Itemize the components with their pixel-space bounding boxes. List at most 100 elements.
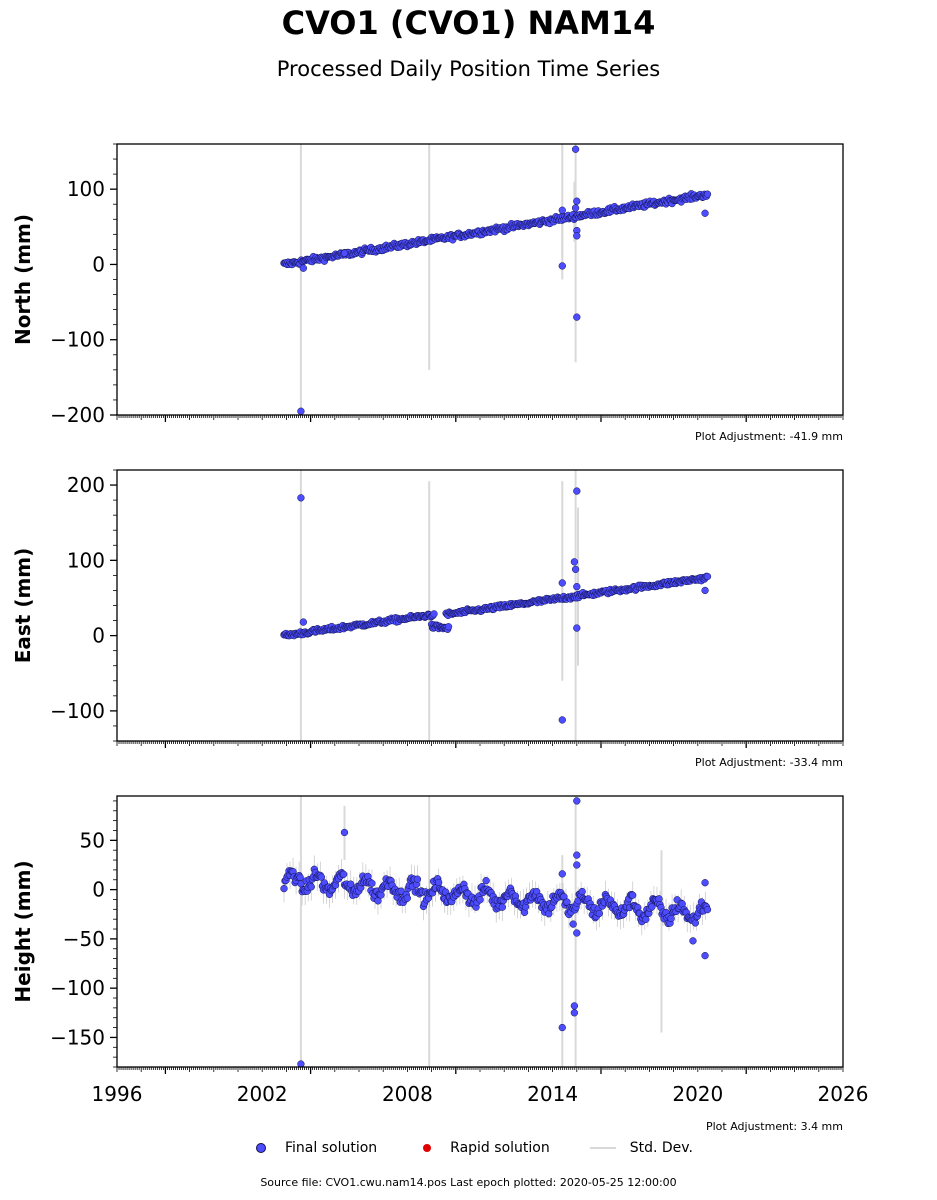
outlier-point: [297, 407, 305, 415]
y-tick-label: 200: [67, 473, 105, 497]
data-point: [476, 896, 484, 904]
outlier-point: [558, 206, 566, 214]
y-tick-label: −200: [50, 403, 105, 427]
x-ticks: [116, 415, 844, 422]
outlier-point: [571, 565, 580, 574]
data-point: [498, 903, 506, 911]
y-tick-label: −100: [50, 328, 105, 352]
outlier-point: [340, 249, 349, 257]
outlier-point: [573, 861, 581, 869]
y-axis-label: East (mm): [11, 548, 35, 664]
x-tick-label: 2014: [527, 1082, 578, 1106]
legend-std-label: Std. Dev.: [629, 1140, 693, 1156]
chart-subtitle: Processed Daily Position Time Series: [276, 57, 661, 81]
outlier-point: [573, 797, 581, 805]
legend-final-label: Final solution: [285, 1140, 378, 1156]
outlier-point: [573, 624, 581, 632]
outlier-point: [569, 920, 577, 928]
y-axis-label: North (mm): [11, 214, 35, 345]
y-tick-label: −150: [50, 1025, 105, 1049]
data-point: [317, 873, 326, 881]
legend-rapid-label: Rapid solution: [450, 1140, 550, 1156]
y-tick-label: −100: [50, 699, 105, 723]
outlier-point: [573, 197, 581, 205]
panel-height: 1996 2002 2008 2014 2020 2026 −150 −100 −50 0 50 He…: [11, 795, 869, 1133]
outlier-point: [299, 264, 307, 272]
outlier-point: [573, 929, 581, 937]
outlier-point: [340, 828, 349, 837]
std-dev-line-icon: [589, 1147, 616, 1149]
axes-frame: [116, 795, 844, 1068]
outlier-point: [570, 558, 579, 566]
source-footer: Source file: CVO1.cwu.nam14.pos Last epo…: [260, 1176, 677, 1189]
data-point: [691, 919, 700, 927]
outlier-point: [689, 937, 697, 945]
data-point: [403, 894, 411, 902]
data-point: [307, 883, 315, 891]
data-point: [667, 914, 675, 923]
y-axis-label: Height (mm): [11, 860, 35, 1002]
data-point: [648, 903, 656, 911]
outlier-point: [297, 494, 305, 502]
data-point: [629, 891, 637, 899]
y-tick-label: −50: [63, 927, 105, 951]
outlier-point: [573, 313, 581, 321]
plot-adjustment-note: Plot Adjustment: 3.4 mm: [706, 1120, 843, 1133]
outlier-point: [701, 951, 709, 960]
axes-frame: [116, 469, 844, 742]
data-point: [482, 877, 490, 885]
outlier-point: [297, 1060, 305, 1067]
x-ticks: [116, 741, 844, 748]
axes-frame: [116, 143, 844, 416]
y-tick-label: 0: [92, 878, 105, 902]
legend-std: Std. Dev.: [589, 1140, 693, 1156]
outlier-point: [573, 232, 581, 240]
outlier-point: [701, 209, 709, 217]
plot-adjustment-note: Plot Adjustment: -33.4 mm: [695, 756, 843, 769]
x-tick-label: 2026: [818, 1082, 869, 1106]
y-tick-label: 100: [67, 548, 105, 572]
panel-east: −100 0 100 200 East (mm) Plot Adjustment: -33…: [11, 469, 844, 769]
data-point: [368, 879, 376, 887]
data-point: [413, 875, 422, 883]
legend-final: Final solution: [250, 1140, 377, 1156]
data-point: [444, 623, 453, 631]
outlier-point: [558, 870, 566, 878]
legend: Final solution Rapid solution Std. Dev.: [250, 1138, 693, 1158]
legend-rapid: Rapid solution: [417, 1140, 550, 1156]
final-solution-marker-icon: [256, 1143, 266, 1153]
outlier-point: [558, 716, 566, 724]
y-tick-label: 0: [92, 624, 105, 648]
outlier-point: [299, 618, 307, 626]
data-point: [377, 891, 385, 899]
outlier-point: [573, 583, 581, 591]
outlier-point: [558, 262, 566, 270]
outlier-point: [570, 1002, 579, 1010]
outlier-point: [701, 586, 709, 595]
data-point: [397, 887, 405, 895]
data-point: [578, 887, 586, 896]
data-point: [339, 870, 348, 878]
x-tick-label: 2002: [237, 1082, 288, 1106]
plot-area: [280, 470, 712, 741]
x-ticks: [116, 1067, 844, 1074]
data-point: [703, 190, 712, 198]
y-tick-label: 50: [80, 828, 105, 852]
data-point: [280, 884, 288, 893]
rapid-solution-marker-icon: [423, 1144, 432, 1152]
plot-area: [280, 796, 712, 1067]
x-tick-label: 1996: [92, 1082, 143, 1106]
data-point: [703, 905, 712, 914]
outlier-point: [571, 145, 580, 153]
outlier-point: [570, 1009, 579, 1017]
plot-area: [280, 144, 712, 415]
chart-title: CVO1 (CVO1) NAM14: [281, 4, 656, 42]
x-tick-label: 2020: [672, 1082, 723, 1106]
y-tick-label: −100: [50, 976, 105, 1000]
outlier-point: [571, 204, 580, 212]
outlier-point: [573, 851, 581, 859]
data-point: [563, 898, 571, 906]
data-point: [703, 572, 712, 581]
outlier-point: [558, 579, 566, 587]
